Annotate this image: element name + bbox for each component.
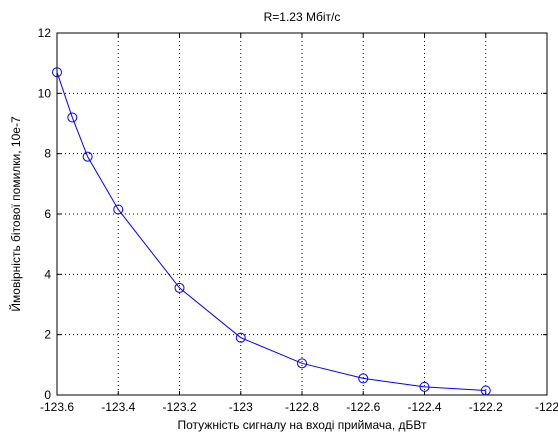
data-point-marker [480, 385, 491, 396]
x-tick-label: -122.6 [346, 400, 380, 414]
x-tick-label: -122.8 [285, 400, 319, 414]
x-tick-label: -122.2 [469, 400, 503, 414]
grid [57, 33, 547, 395]
data-point-marker [235, 332, 246, 343]
chart-title: R=1.23 Мбіт/с [264, 10, 341, 24]
x-tick-label: -123.2 [162, 400, 196, 414]
data-point-marker [297, 358, 307, 369]
y-axis-label: Ймовірність бітової помилки, 10е-7 [8, 116, 23, 312]
x-axis-label: Потужність сигналу на вході приймача, дБ… [177, 418, 427, 432]
y-tick-label: 4 [44, 267, 51, 281]
data-point-marker [67, 112, 78, 123]
y-tick-label: 8 [44, 147, 51, 161]
x-tick-label: -123 [229, 400, 253, 414]
y-tick-label: 10 [38, 86, 52, 100]
ticks: -123.6 -123.4 -123.2 -123 -122.8 -122.6 -122.4… [38, 26, 558, 414]
data-point-marker [52, 67, 62, 78]
data-point-marker [419, 381, 430, 392]
data-point-marker [113, 204, 124, 215]
y-tick-label: 6 [44, 207, 51, 221]
x-tick-label: -123.6 [40, 400, 74, 414]
x-tick-label: -122 [535, 400, 558, 414]
data-point-marker [358, 373, 369, 384]
data-point-marker [174, 282, 185, 293]
x-tick-label: -123.4 [101, 400, 135, 414]
data-series [52, 67, 491, 396]
data-point-marker [82, 151, 93, 162]
y-tick-label: 12 [38, 26, 52, 40]
y-tick-label: 0 [44, 388, 51, 402]
y-tick-label: 2 [44, 328, 51, 342]
series-line [56, 72, 486, 391]
x-tick-label: -122.4 [407, 400, 441, 414]
